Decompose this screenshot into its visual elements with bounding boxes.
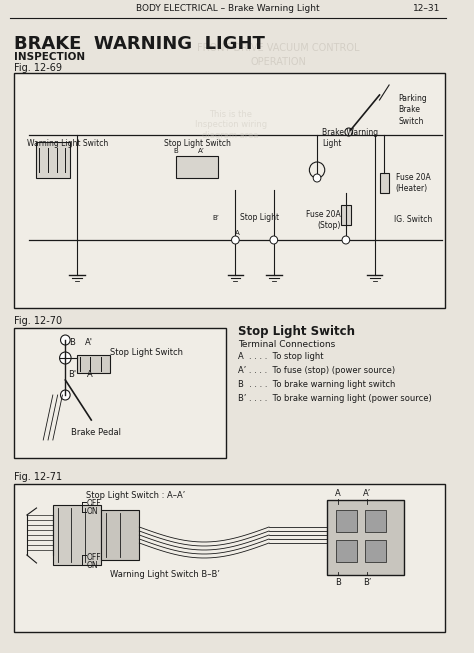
Text: B: B [335,578,341,587]
Bar [380,173,389,193]
Text: ON: ON [86,561,98,570]
Bar [341,205,351,225]
Text: INSPECTION: INSPECTION [14,52,85,62]
Circle shape [270,236,278,244]
Text: Fig. 12-70: Fig. 12-70 [14,316,63,326]
Text: 12–31: 12–31 [413,4,440,13]
Text: Brake Warning
Light: Brake Warning Light [322,128,378,148]
Text: A’: A’ [198,148,205,154]
Circle shape [61,390,70,400]
Bar [336,540,357,562]
Bar [336,510,357,532]
Bar [53,505,101,565]
Text: Warning Light Switch B–B’: Warning Light Switch B–B’ [110,570,220,579]
Circle shape [61,335,70,345]
Text: B’: B’ [213,215,219,221]
Circle shape [231,236,239,244]
Text: Stop Light: Stop Light [240,214,279,223]
Circle shape [313,174,321,182]
Text: BODY ELECTRICAL – Brake Warning Light: BODY ELECTRICAL – Brake Warning Light [136,4,319,13]
Text: A’ . . . .  To fuse (stop) (power source): A’ . . . . To fuse (stop) (power source) [238,366,395,375]
Text: IG. Switch: IG. Switch [394,215,432,225]
Text: Warning Light Switch: Warning Light Switch [27,139,108,148]
Bar [36,142,70,178]
Text: FRONT DRIVE VACUUM CONTROL
OPERATION: FRONT DRIVE VACUUM CONTROL OPERATION [197,43,360,67]
Text: Fuse 20A
(Stop): Fuse 20A (Stop) [306,210,341,230]
Text: Terminal Connections: Terminal Connections [238,340,336,349]
Text: ON: ON [86,507,98,516]
Text: A  . . . .  To stop light: A . . . . To stop light [238,352,324,361]
Bar [14,328,226,458]
Text: Fig. 12-71: Fig. 12-71 [14,472,63,482]
Circle shape [342,236,350,244]
Text: Stop Light Switch: Stop Light Switch [110,348,183,357]
Bar [327,500,403,575]
Text: A': A' [85,338,93,347]
Text: Stop Light Switch : A–A’: Stop Light Switch : A–A’ [86,491,186,500]
Text: Fig. 12-69: Fig. 12-69 [14,63,63,73]
Text: This is the
Inspection wiring
diagram area: This is the Inspection wiring diagram ar… [194,110,267,140]
Bar [14,484,445,632]
Text: A: A [235,230,240,236]
Text: B': B' [68,370,76,379]
Text: A: A [86,370,92,379]
Text: Brake Pedal: Brake Pedal [71,428,121,437]
Circle shape [60,352,71,364]
Text: OFF: OFF [86,499,101,508]
Text: Parking
Brake
Switch: Parking Brake Switch [399,95,428,125]
Text: OFF: OFF [86,553,101,562]
Text: B: B [69,338,75,347]
Text: B’: B’ [363,578,371,587]
Text: Fuse 20A
(Heater): Fuse 20A (Heater) [396,173,430,193]
Bar [77,355,110,373]
Text: A’: A’ [363,489,371,498]
Text: Stop Light Switch: Stop Light Switch [164,139,230,148]
Bar [365,510,386,532]
Text: BRAKE  WARNING  LIGHT: BRAKE WARNING LIGHT [14,35,265,53]
Text: B: B [173,148,178,154]
Bar [101,510,139,560]
Bar [14,73,445,308]
Bar [365,540,386,562]
Text: Stop Light Switch: Stop Light Switch [238,325,356,338]
Text: B  . . . .  To brake warning light switch: B . . . . To brake warning light switch [238,380,396,389]
Bar [176,156,218,178]
Text: A: A [335,489,341,498]
Text: B’ . . . .  To brake warning light (power source): B’ . . . . To brake warning light (power… [238,394,432,403]
